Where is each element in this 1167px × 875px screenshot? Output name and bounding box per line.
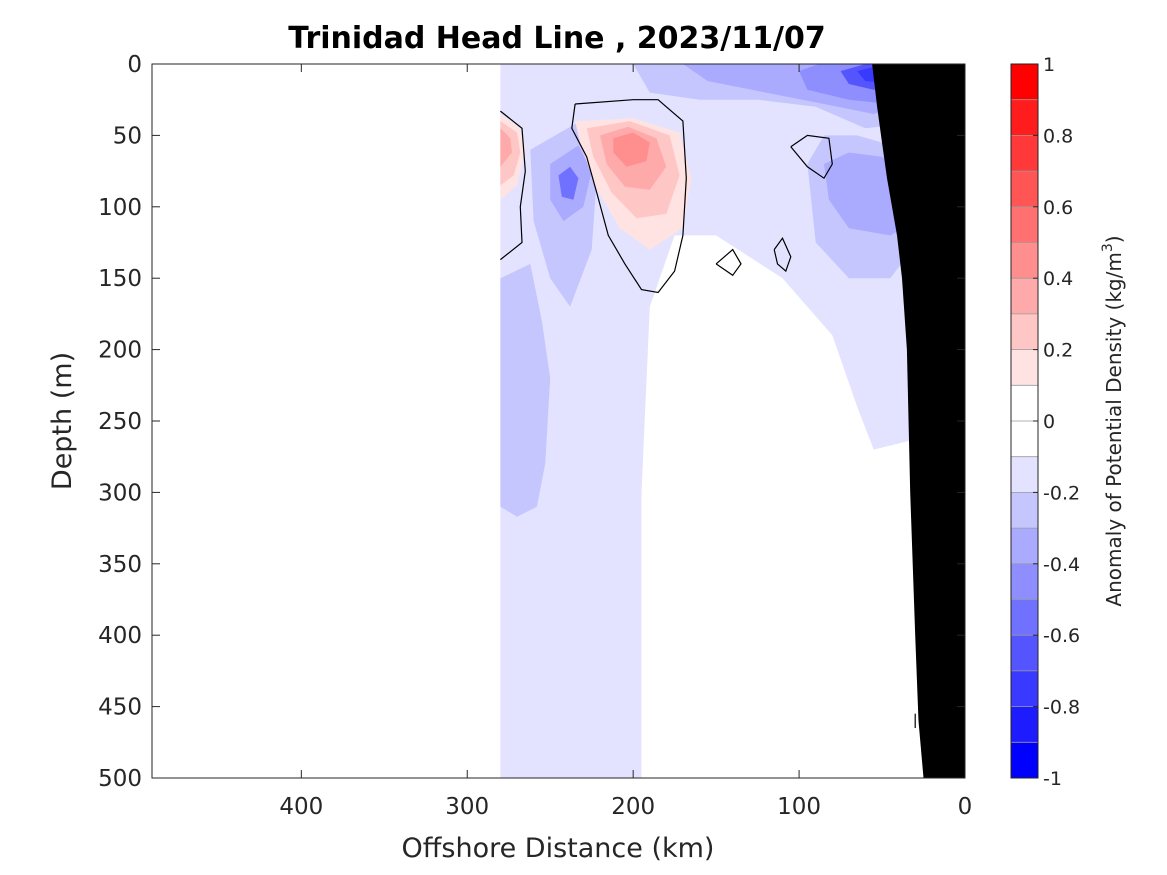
colorbar-swatch — [1011, 242, 1038, 279]
colorbar-tick-label: -0.6 — [1043, 625, 1080, 647]
y-tick-label: 200 — [98, 338, 142, 364]
y-tick-label: 100 — [98, 195, 142, 221]
y-tick-label: 500 — [98, 766, 142, 792]
contour-region-pos-18 — [613, 132, 650, 167]
x-tick-label: 200 — [611, 794, 655, 820]
x-tick-label: 400 — [279, 794, 323, 820]
x-axis-label: Offshore Distance (km) — [402, 833, 715, 864]
y-axis-ticks: 0 50 100 150 200 250 300 350 400 450 500 — [98, 52, 965, 792]
colorbar-swatch — [1011, 599, 1038, 636]
colorbar-swatch — [1011, 171, 1038, 208]
colorbar-swatch — [1011, 635, 1038, 672]
y-tick-label: 300 — [98, 480, 142, 506]
colorbar-tick-label: 0.2 — [1043, 340, 1073, 362]
colorbar-swatch — [1011, 278, 1038, 315]
contour-fill — [500, 64, 932, 778]
colorbar-swatch — [1011, 670, 1038, 708]
colorbar-tick-label: -1 — [1043, 768, 1062, 790]
colorbar-swatch — [1011, 135, 1038, 172]
y-tick-label: 0 — [127, 52, 142, 78]
y-tick-label: 450 — [98, 695, 142, 721]
seafloor — [872, 64, 965, 778]
zero-contour-4 — [773, 237, 792, 273]
x-tick-label: 300 — [445, 794, 489, 820]
y-tick-label: 350 — [98, 552, 142, 578]
y-tick-label: 400 — [98, 623, 142, 649]
chart-title: Trinidad Head Line , 2023/11/07 — [288, 21, 825, 56]
colorbar-swatch — [1011, 563, 1038, 600]
bathymetry-mask — [872, 64, 965, 778]
colorbar-swatch — [1011, 421, 1038, 458]
colorbar-tick-label: -0.8 — [1043, 697, 1080, 719]
colorbar-tick-label: 0 — [1043, 411, 1055, 433]
colorbar-swatch — [1011, 206, 1038, 243]
colorbar-swatch — [1011, 528, 1038, 565]
zero-contour-lines — [500, 99, 916, 728]
colorbar-swatch — [1011, 64, 1038, 101]
y-tick-label: 150 — [98, 266, 142, 292]
contour-region-neg-1 — [500, 263, 551, 517]
colorbar-tick-label: 0.4 — [1043, 268, 1073, 290]
zero-contour-2 — [790, 134, 833, 180]
colorbar-tick-label: -0.2 — [1043, 482, 1080, 504]
contour-region-neg-9 — [558, 166, 579, 200]
colorbar-tick-label: 1 — [1043, 54, 1055, 76]
contour-region-pos-16 — [500, 128, 512, 167]
colorbar-tick-label: -0.4 — [1043, 554, 1080, 576]
zero-contour-1 — [571, 99, 687, 294]
colorbar: 1 0.8 0.6 0.4 0.2 0 -0.2 -0.4 -0.6 -0.8 -1 — [1010, 54, 1080, 790]
colorbar-swatch — [1011, 742, 1038, 779]
colorbar-tick-label: 0.8 — [1043, 125, 1073, 147]
zero-contour-0 — [500, 110, 526, 261]
colorbar-swatch — [1011, 492, 1038, 529]
colorbar-swatch — [1011, 706, 1038, 743]
colorbar-label: Anomaly of Potential Density (kg/m3) — [1100, 235, 1126, 606]
colorbar-swatch — [1011, 456, 1038, 493]
x-tick-label: 100 — [777, 794, 821, 820]
x-tick-label: 0 — [958, 794, 973, 820]
y-tick-label: 250 — [98, 409, 142, 435]
y-tick-label: 50 — [113, 123, 142, 149]
colorbar-swatch — [1011, 99, 1038, 136]
colorbar-swatch — [1011, 349, 1038, 386]
y-axis-label: Depth (m) — [47, 352, 78, 490]
colorbar-swatch — [1011, 313, 1038, 351]
x-axis-ticks: 400 300 200 100 0 — [279, 64, 972, 820]
colorbar-tick-label: 0.6 — [1043, 197, 1073, 219]
zero-contour-3 — [715, 248, 742, 277]
colorbar-swatch — [1011, 385, 1038, 422]
